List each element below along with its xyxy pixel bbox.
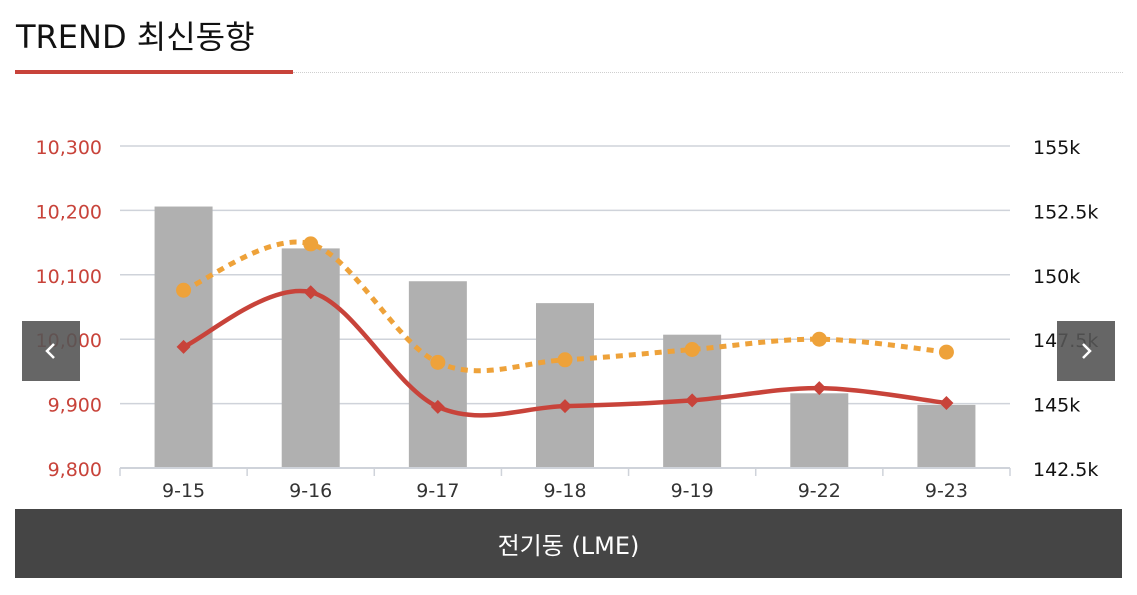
- solid-series-point: [303, 285, 318, 300]
- x-axis-tick-label: 9-23: [925, 480, 968, 500]
- left-axis-tick-label: 9,900: [48, 395, 102, 417]
- x-axis-tick-label: 9-22: [798, 480, 841, 500]
- solid-series-point: [430, 399, 445, 414]
- dotted-series-point: [176, 282, 192, 298]
- dotted-series-point: [303, 236, 319, 252]
- right-axis-tick-label: 155k: [1033, 137, 1080, 159]
- bar: [917, 404, 976, 468]
- left-axis-tick-label: 10,100: [36, 266, 102, 288]
- title-underline: [15, 70, 293, 74]
- trend-chart: 10,300155k10,200152.5k10,100150k10,00014…: [36, 137, 1099, 500]
- chart-caption-bar: 전기동 (LME): [15, 509, 1122, 578]
- right-axis-tick-label: 145k: [1033, 395, 1080, 417]
- right-axis-tick-label: 142.5k: [1033, 459, 1098, 481]
- dotted-series-point: [938, 344, 954, 360]
- solid-series-point: [939, 395, 954, 410]
- bar: [536, 303, 594, 468]
- solid-series-point: [176, 339, 191, 354]
- dotted-series-point: [684, 342, 700, 358]
- solid-series-point: [812, 381, 827, 396]
- title-divider: [293, 72, 1123, 73]
- bar: [408, 281, 467, 468]
- x-axis-tick-label: 9-17: [416, 480, 459, 500]
- prev-slide-button[interactable]: [22, 321, 80, 381]
- bar: [790, 393, 849, 468]
- chevron-left-icon: [45, 343, 55, 359]
- x-axis-tick-label: 9-16: [289, 480, 332, 500]
- x-axis-tick-label: 9-19: [671, 480, 714, 500]
- left-axis-tick-label: 10,200: [36, 201, 102, 223]
- x-axis-tick-label: 9-15: [162, 480, 205, 500]
- dotted-series-point: [811, 331, 827, 347]
- commodity-label: 전기동 (LME): [497, 532, 640, 560]
- x-axis-tick-label: 9-18: [543, 480, 586, 500]
- page-title: TREND 최신동향: [16, 18, 255, 56]
- next-slide-button[interactable]: [1057, 321, 1115, 381]
- right-axis-tick-label: 152.5k: [1033, 201, 1098, 223]
- dotted-series-point: [557, 352, 573, 368]
- right-axis-tick-label: 150k: [1033, 266, 1080, 288]
- dotted-series-point: [430, 354, 446, 370]
- solid-series-point: [558, 399, 572, 414]
- left-axis-tick-label: 10,300: [36, 137, 102, 159]
- solid-series-point: [685, 393, 700, 408]
- left-axis-tick-label: 9,800: [48, 459, 102, 481]
- bar: [281, 248, 340, 468]
- chevron-right-icon: [1082, 343, 1092, 359]
